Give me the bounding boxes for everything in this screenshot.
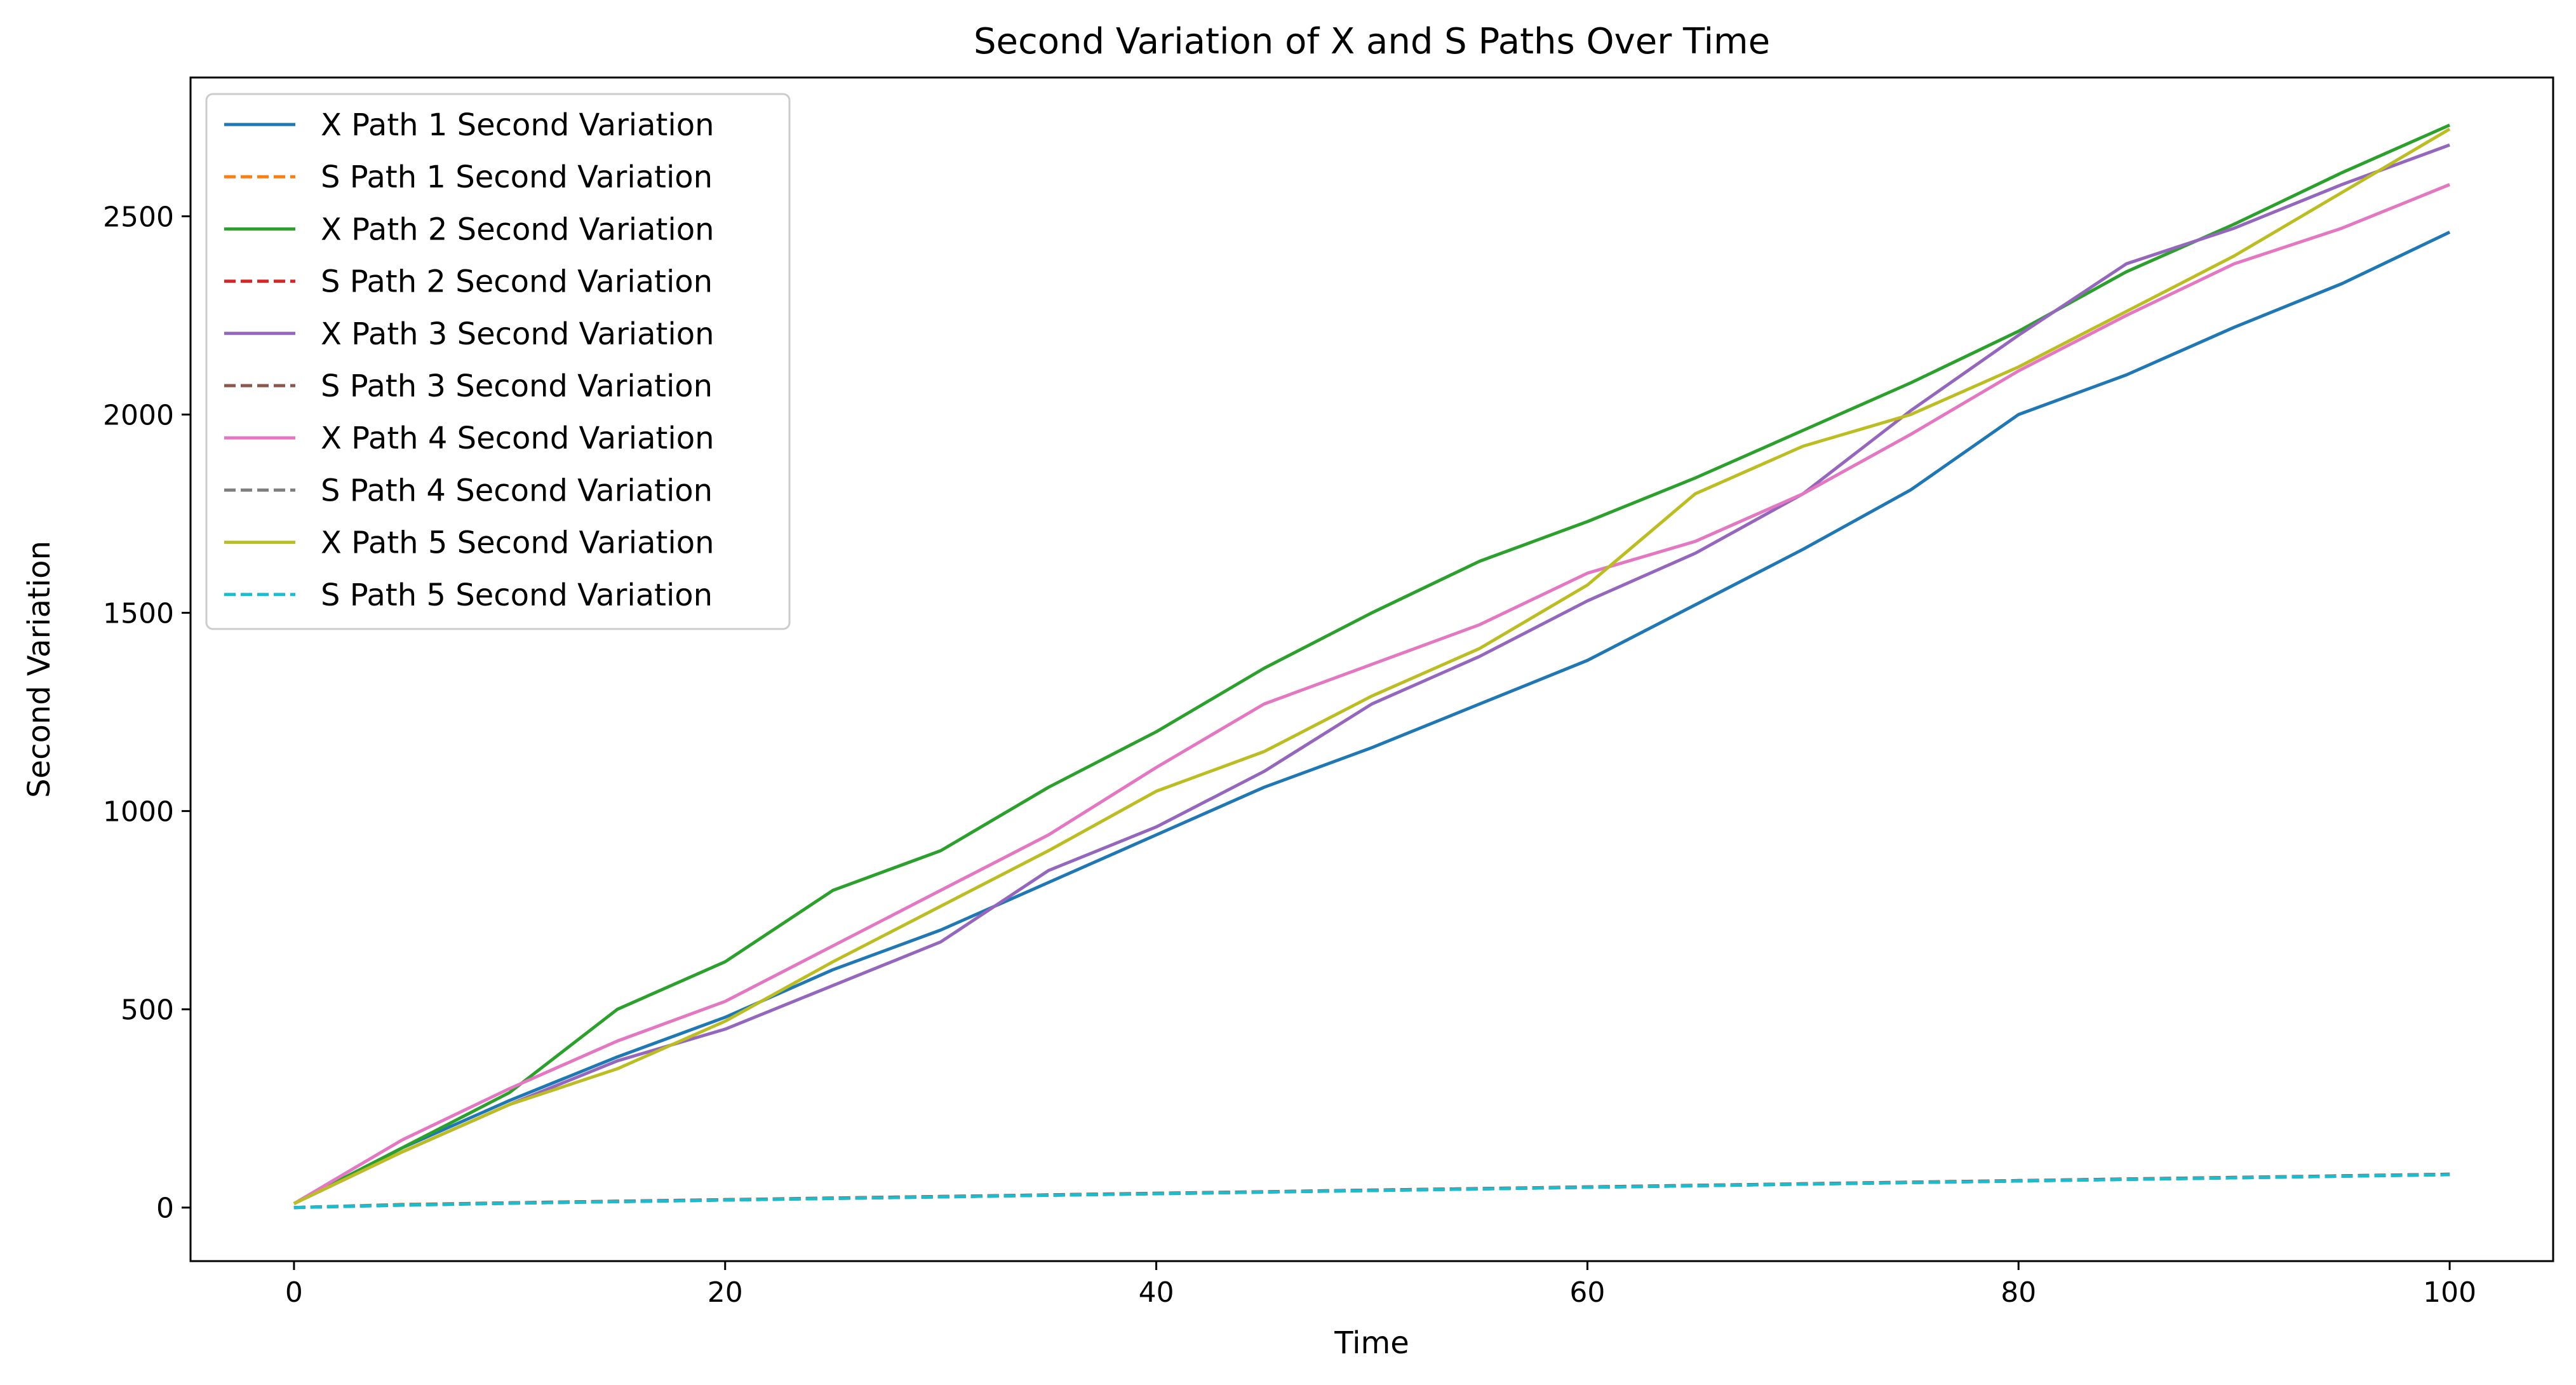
legend: X Path 1 Second Variation S Path 1 Second…: [205, 93, 791, 630]
y-tick-label: 1500: [103, 598, 174, 630]
chart-title: Second Variation of X and S Paths Over T…: [974, 21, 1770, 62]
legend-label: S Path 4 Second Variation: [321, 473, 713, 508]
legend-label: S Path 1 Second Variation: [321, 159, 713, 195]
x-tick-label: 60: [1569, 1276, 1605, 1309]
series-layer: [293, 123, 2451, 1210]
legend-label: X Path 4 Second Variation: [321, 421, 714, 456]
y-tick-label: 2500: [103, 201, 174, 233]
legend-label: X Path 1 Second Variation: [321, 107, 714, 143]
legend-label: S Path 5 Second Variation: [321, 578, 713, 613]
series-line-9: [293, 127, 2451, 1205]
legend-label: X Path 3 Second Variation: [321, 316, 714, 352]
x-axis-label: Time: [1334, 1325, 1409, 1361]
y-axis: 0 500 1000 1500 2000 2500: [103, 201, 191, 1225]
x-tick-label: 40: [1139, 1276, 1174, 1309]
x-tick-label: 80: [2001, 1276, 2036, 1309]
legend-label: X Path 2 Second Variation: [321, 212, 714, 247]
x-tick-label: 100: [2423, 1276, 2476, 1309]
y-tick-label: 0: [156, 1192, 174, 1225]
legend-label: S Path 3 Second Variation: [321, 368, 713, 404]
x-tick-label: 20: [708, 1276, 743, 1309]
series-line-3: [293, 123, 2451, 1205]
y-tick-label: 500: [121, 994, 174, 1027]
y-tick-label: 2000: [103, 400, 174, 432]
legend-label: X Path 5 Second Variation: [321, 525, 714, 561]
series-line-7: [293, 183, 2451, 1205]
legend-label: S Path 2 Second Variation: [321, 264, 713, 300]
x-axis: 0 20 40 60 80 100: [285, 1261, 2476, 1309]
y-tick-label: 1000: [103, 796, 174, 828]
plot-frame: [189, 76, 2554, 1262]
series-line-1: [293, 231, 2451, 1205]
legend-box: [205, 93, 791, 630]
y-axis-label: Second Variation: [22, 541, 57, 798]
x-tick-label: 0: [285, 1276, 303, 1309]
series-line-10: [293, 1173, 2450, 1210]
series-line-5: [293, 143, 2450, 1205]
